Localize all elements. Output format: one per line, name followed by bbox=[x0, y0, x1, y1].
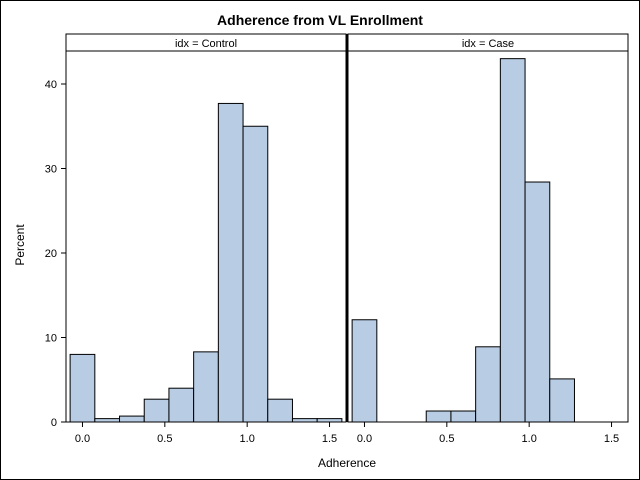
histogram-bar bbox=[119, 415, 145, 423]
panel-control: idx = Control 0.0 0.5 1.0 1.5 bbox=[65, 33, 347, 445]
x-tick-label: 1.5 bbox=[604, 433, 619, 445]
y-tick-label: 10 bbox=[45, 333, 57, 345]
y-axis-label: Percent bbox=[13, 224, 27, 266]
x-tick-label: 0.0 bbox=[75, 433, 90, 445]
histogram-bar bbox=[524, 181, 551, 423]
y-tick-label: 20 bbox=[45, 248, 57, 260]
x-axis-label: Adherence bbox=[318, 456, 376, 470]
histogram-bar bbox=[143, 398, 170, 423]
x-tick-label: 0.0 bbox=[357, 433, 372, 445]
histogram-bar bbox=[168, 387, 195, 423]
panel-header-label: idx = Control bbox=[175, 38, 237, 50]
x-tick-label: 0.5 bbox=[157, 433, 172, 445]
histogram-bar bbox=[549, 378, 575, 423]
histogram-bar bbox=[450, 410, 477, 423]
y-tick-label: 40 bbox=[45, 79, 57, 91]
x-tick-label: 1.5 bbox=[322, 433, 337, 445]
histogram-bar bbox=[291, 418, 318, 423]
y-tick-label: 0 bbox=[51, 417, 57, 429]
panel-case: idx = Case 0.0 0.5 1.0 1.5 bbox=[347, 33, 629, 445]
histogram-bar bbox=[499, 58, 526, 423]
histogram-bar bbox=[351, 319, 378, 423]
x-tick-label: 0.5 bbox=[439, 433, 454, 445]
x-tick-label: 1.0 bbox=[522, 433, 537, 445]
histogram-bar bbox=[69, 353, 96, 423]
plot-area: idx = Control 0.0 0.5 1.0 1.5 idx = Case 0.0 0.… bbox=[45, 33, 629, 445]
histogram-bar bbox=[267, 398, 293, 423]
panel-header-label: idx = Case bbox=[462, 38, 514, 50]
histogram-bar bbox=[242, 125, 269, 423]
histogram-bar bbox=[316, 418, 343, 423]
y-tick-label: 30 bbox=[45, 164, 57, 176]
y-axis: 0 10 20 30 40 bbox=[45, 79, 66, 429]
x-tick-label: 1.0 bbox=[240, 433, 255, 445]
chart-title: Adherence from VL Enrollment bbox=[217, 12, 423, 28]
histogram-bar bbox=[425, 410, 452, 423]
histogram-bar bbox=[475, 346, 501, 423]
histogram-bar bbox=[217, 102, 244, 423]
histogram-bar bbox=[94, 418, 121, 423]
histogram-bar bbox=[193, 351, 219, 423]
